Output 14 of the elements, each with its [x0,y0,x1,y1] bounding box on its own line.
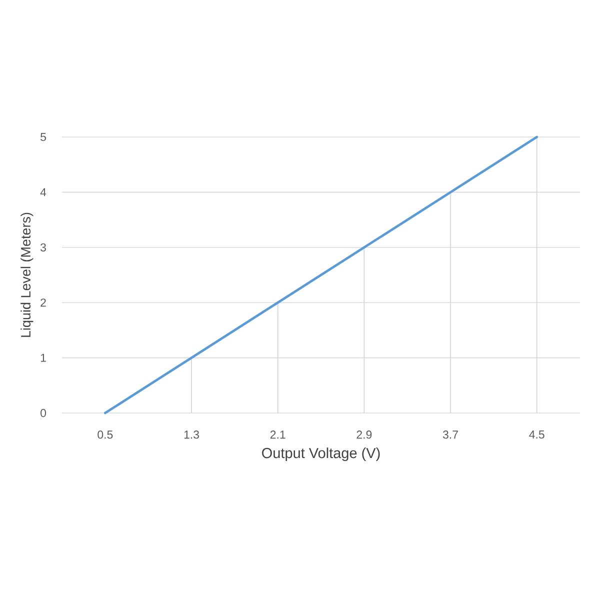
y-tick-label: 5 [40,133,46,142]
y-tick-label: 2 [40,298,46,307]
y-axis-title: Liquid Level (Meters) [20,212,34,337]
x-tick-label: 1.3 [184,430,199,439]
x-tick-label: 2.9 [356,430,372,439]
y-tick-label: 4 [40,188,46,196]
y-tick-label: 1 [40,354,46,362]
y-tick-label: 3 [40,243,46,252]
x-tick-label: 2.1 [270,430,286,439]
y-tick-label: 0 [40,408,46,418]
x-axis-title: Output Voltage (V) [262,448,380,462]
x-tick-label: 4.5 [529,430,544,439]
x-tick-label: 3.7 [442,430,458,439]
x-tick-label: 0.5 [98,430,113,439]
